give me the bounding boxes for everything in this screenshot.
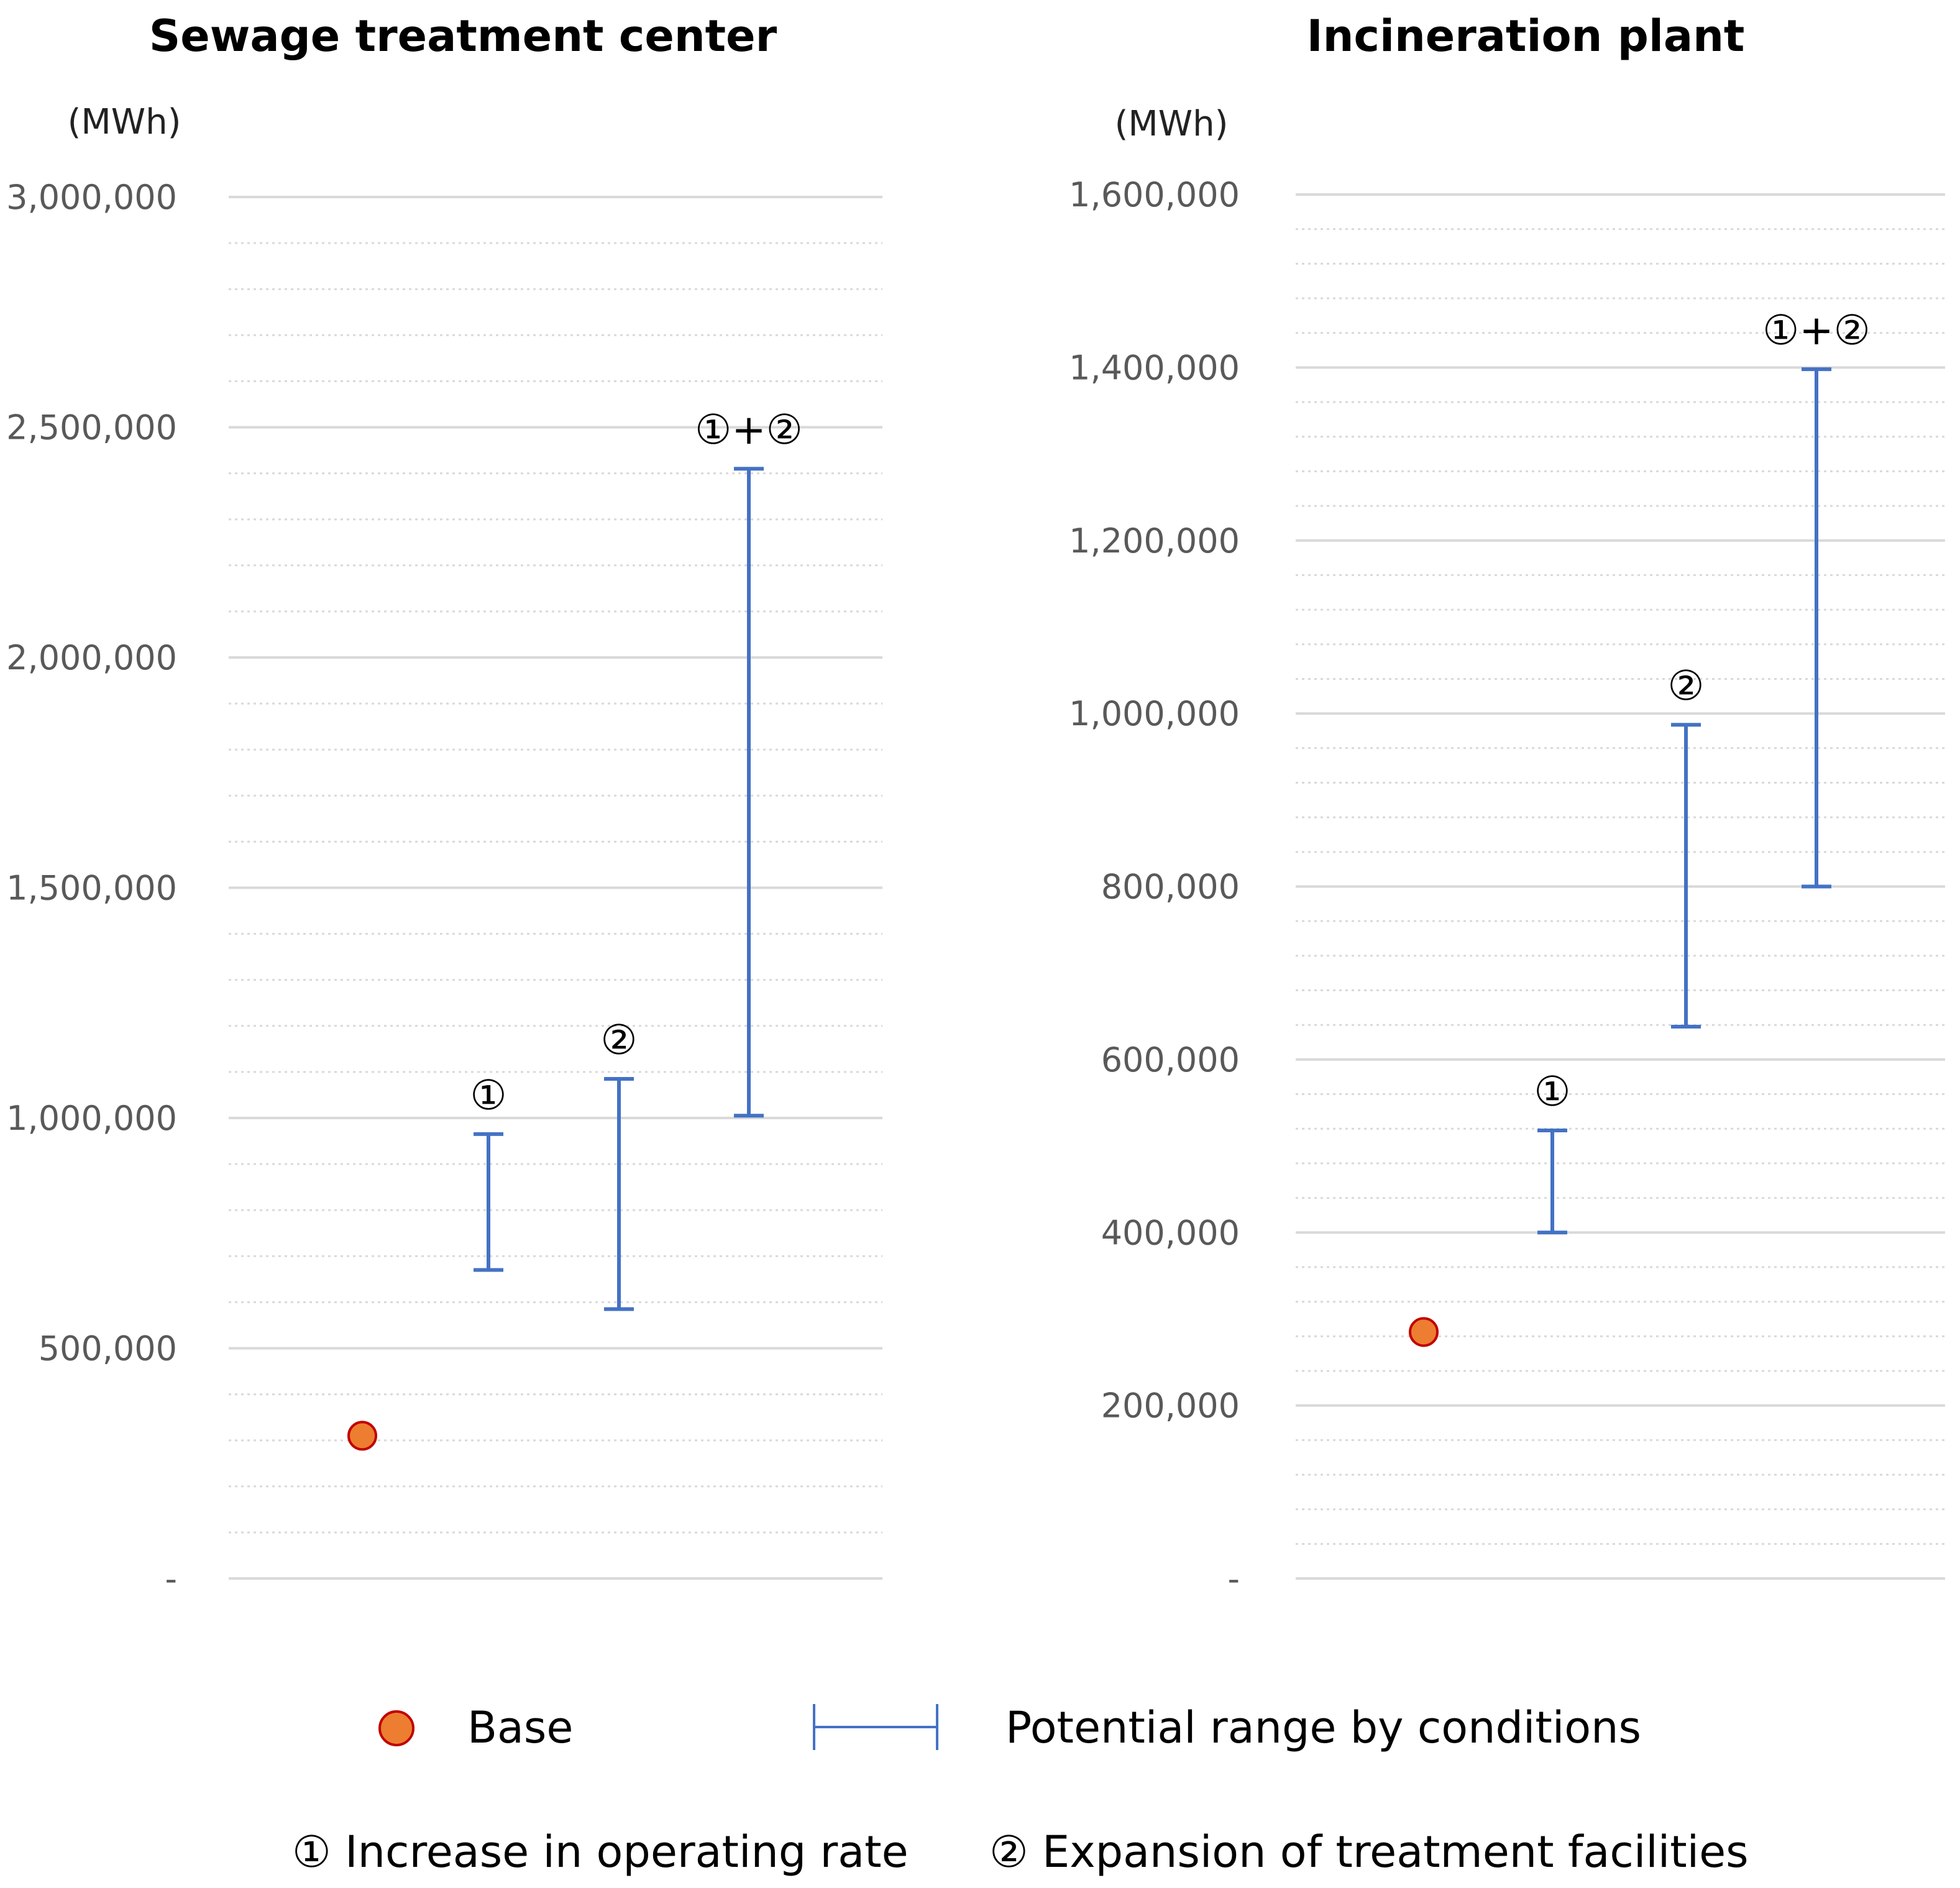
y-tick-label: 1,200,000: [1069, 521, 1240, 561]
y-tick-label: 1,500,000: [6, 869, 177, 908]
y-tick-label: 1,000,000: [1069, 694, 1240, 733]
range-bar-2: [604, 1077, 634, 1311]
y-axis-unit-incineration: (MWh): [1115, 104, 1229, 144]
y-tick-label: 500,000: [39, 1329, 177, 1368]
y-tick-label: 2,500,000: [6, 408, 177, 447]
legend-base-marker: [378, 1710, 414, 1746]
y-tick-label: 3,000,000: [6, 178, 177, 217]
legend-range-label: Potential range by conditions: [1005, 1702, 1641, 1753]
y-axis-unit-sewage: (MWh): [68, 102, 181, 142]
y-tick-label: 200,000: [1101, 1386, 1240, 1426]
range-annotation: ①+②: [1762, 306, 1871, 354]
range-bar-3: [734, 467, 764, 1118]
y-tick-label: 400,000: [1101, 1213, 1240, 1252]
base-point: [1409, 1317, 1439, 1347]
range-bar-3: [1802, 367, 1831, 889]
y-tick-label: 800,000: [1101, 868, 1240, 907]
panel-incineration-plant: Incineration plant (MWh) - 200,000 400,000…: [1069, 11, 1945, 1598]
range-annotation: ①+②: [695, 406, 803, 454]
range-bar-2: [1671, 723, 1701, 1029]
y-tick-label: 2,000,000: [6, 638, 177, 677]
legend-range-marker: [813, 1704, 938, 1750]
chart-title-incineration: Incineration plant: [1307, 11, 1745, 62]
condition-2-note: ② Expansion of treatment facilities: [989, 1826, 1749, 1877]
y-tick-label: -: [165, 1559, 178, 1598]
y-tick-label: 1,600,000: [1069, 175, 1240, 214]
y-tick-label: -: [1228, 1559, 1240, 1598]
y-tick-label: 1,400,000: [1069, 348, 1240, 387]
panel-sewage-treatment-center: Sewage treatment center (MWh) - 500,000 1,…: [6, 11, 882, 1598]
legend-base-label: Base: [467, 1702, 573, 1753]
range-bar-1: [1537, 1129, 1567, 1235]
range-annotation: ②: [1667, 662, 1704, 710]
y-tick-label: 600,000: [1101, 1040, 1240, 1079]
range-bar-1: [474, 1132, 503, 1272]
range-annotation: ①: [1534, 1068, 1570, 1116]
base-point: [347, 1421, 377, 1451]
chart-title-sewage: Sewage treatment center: [149, 11, 777, 62]
condition-1-note: ① Increase in operating rate: [292, 1826, 909, 1877]
y-tick-label: 1,000,000: [6, 1099, 177, 1138]
range-annotation: ②: [600, 1016, 637, 1064]
range-annotation: ①: [470, 1071, 506, 1119]
legend: Base Potential range by conditions ① Inc…: [292, 1702, 1749, 1877]
